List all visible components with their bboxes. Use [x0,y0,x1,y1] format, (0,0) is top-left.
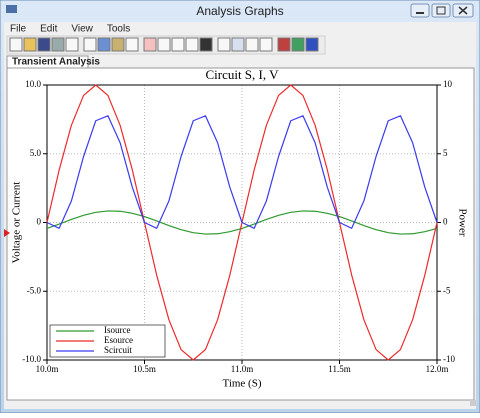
tool-button[interactable] [51,37,65,52]
tab[interactable] [6,55,89,68]
marker [4,229,10,237]
y-axis-label: Voltage or Current [11,182,23,264]
y-tick-label: 10.0 [25,79,41,89]
tool-button[interactable] [199,37,213,52]
x-tick-label: 10.5m [133,364,156,374]
menu-item[interactable]: View [71,24,93,35]
tool-button[interactable] [143,37,157,52]
y2-tick-label: -10 [443,354,455,364]
y2-tick-label: 0 [443,217,448,227]
menu-item[interactable]: Edit [40,24,57,35]
menu-item[interactable]: File [10,24,27,35]
x-tick-label: 10.0m [36,364,59,374]
tool-button[interactable] [23,37,37,52]
tool-button[interactable] [9,37,23,52]
y2-axis-label: Power [456,208,468,236]
window-title: Analysis Graphs [196,4,283,18]
legend-label: Esource [104,335,133,345]
tool-button[interactable] [185,37,199,52]
window-controls[interactable] [410,3,474,18]
tab-label[interactable]: Transient Analysis [12,57,100,68]
tool-button[interactable] [305,37,319,52]
legend-label: Isource [104,325,131,335]
minimize-button[interactable] [410,3,430,18]
tool-button[interactable] [111,37,125,52]
tool-button[interactable] [125,37,139,52]
x-tick-label: 12.0m [426,364,449,374]
menu-bar: File Edit View Tools [10,24,130,35]
tool-button[interactable] [291,37,305,52]
series-line [46,210,438,235]
menu-item[interactable]: Tools [107,24,130,35]
series-line [46,115,438,229]
y-tick-label: 5.0 [30,148,42,158]
tool-button[interactable] [157,37,171,52]
x-tick-label: 11.0m [231,364,253,374]
tool-button[interactable] [231,37,245,52]
x-tick-label: 11.5m [328,364,350,374]
maximize-button[interactable] [431,3,451,18]
resize-grip [470,400,476,406]
tool-button[interactable] [259,37,273,52]
y-tick-label: -5.0 [27,285,42,295]
x-axis-label: Time (S) [222,378,261,390]
tool-button[interactable] [277,37,291,52]
tool-button[interactable] [83,37,97,52]
chart-title: Circuit S, I, V [205,67,279,82]
tool-button[interactable] [217,37,231,52]
tool-button[interactable] [97,37,111,52]
tool-button[interactable] [171,37,185,52]
tool-button[interactable] [245,37,259,52]
y2-tick-label: -5 [443,285,451,295]
y2-tick-label: 10 [443,79,453,89]
y-tick-label: -10.0 [22,354,41,364]
y2-tick-label: 5 [443,148,448,158]
chart: Circuit S, I, V Time (S) Voltage or Curren… [11,67,469,390]
toolbar [6,35,326,55]
legend-label: Scircuit [104,345,132,355]
app-icon [6,5,17,13]
tool-button[interactable] [37,37,51,52]
tool-button[interactable] [65,37,79,52]
y-tick-label: 0 [37,217,42,227]
